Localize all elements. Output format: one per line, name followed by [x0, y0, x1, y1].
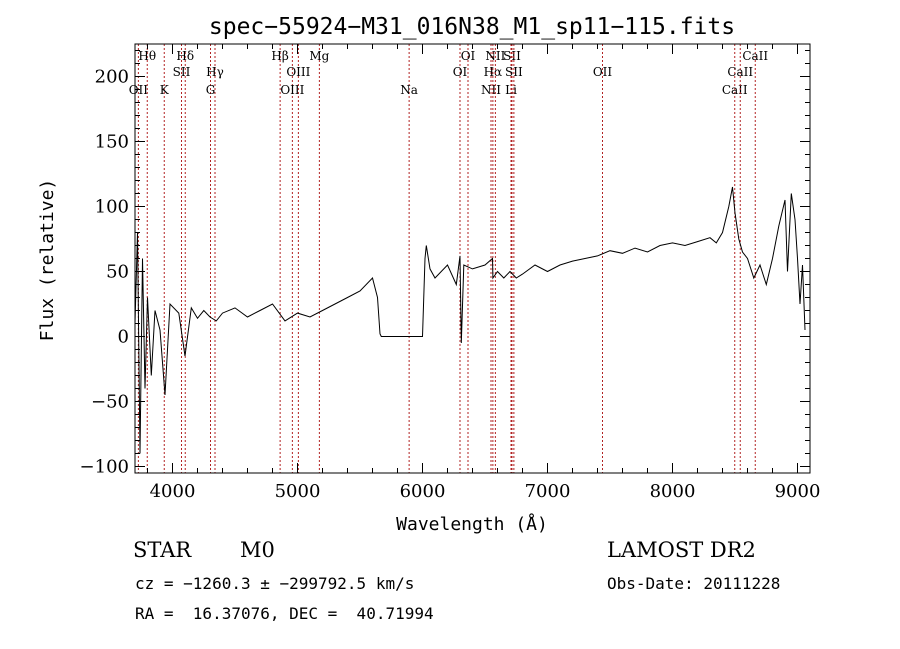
- x-tick-label: 5000: [275, 481, 321, 502]
- spectral-line-label: OI: [453, 65, 468, 79]
- spectral-line-label: CaII: [722, 83, 748, 97]
- spectral-line-label: Hθ: [138, 49, 156, 63]
- x-tick-label: 8000: [650, 481, 696, 502]
- x-tick-label: 7000: [525, 481, 571, 502]
- y-tick-label: 100: [95, 197, 129, 218]
- spectral-line-label: Li: [505, 83, 517, 97]
- spectral-line-label: Hγ: [206, 65, 224, 79]
- spectrum-chart: spec−55924−M31_016N38_M1_sp11−115.fits O…: [37, 14, 821, 535]
- x-axis-label: Wavelength (Å): [396, 513, 548, 535]
- spectral-line-label: CaII: [727, 65, 753, 79]
- cz-readout: cz = −1260.3 ± −299792.5 km/s: [135, 574, 415, 593]
- spectral-line-label: NII: [481, 83, 501, 97]
- ra-dec-readout: RA = 16.37076, DEC = 40.71994: [135, 604, 434, 623]
- spectral-line-label: NII: [485, 49, 505, 63]
- spectral-line-label: OI: [461, 49, 476, 63]
- spectral-line-label: OIII: [286, 65, 310, 79]
- y-tick-label: 50: [106, 262, 129, 283]
- spectral-line-label: SII: [505, 65, 523, 79]
- spectral-line-label: Na: [400, 83, 418, 97]
- y-axis: −100 −50 0 50 100 150 200: [80, 50, 810, 478]
- survey-label: LAMOST DR2: [607, 538, 756, 562]
- spectral-line-label: Hβ: [271, 49, 288, 63]
- spectral-line-label: G: [206, 83, 216, 97]
- spectrum-series-line: [134, 186, 806, 454]
- y-tick-label: −100: [80, 457, 129, 478]
- spectral-line-label: Hδ: [176, 49, 194, 63]
- spectral-line-label: SII: [503, 49, 521, 63]
- spectral-line-markers: OIIHθKSIIHδGHγHβOIIIOIIIMgNaOIOINIIHαNII…: [129, 44, 768, 473]
- spectral-line-label: OII: [593, 65, 613, 79]
- y-tick-label: −50: [91, 392, 129, 413]
- x-tick-label: 6000: [400, 481, 446, 502]
- spectral-line-label: CaII: [742, 49, 768, 63]
- x-axis: 4000 5000 6000 7000 8000 9000: [147, 44, 821, 502]
- subclass-label: M0: [240, 538, 275, 562]
- y-axis-label: Flux (relative): [37, 179, 58, 342]
- chart-title: spec−55924−M31_016N38_M1_sp11−115.fits: [209, 14, 735, 40]
- spectral-line-label: Hα: [484, 65, 503, 79]
- plot-frame: [134, 43, 811, 474]
- spectral-line-label: Mg: [309, 49, 329, 63]
- x-tick-label: 9000: [775, 481, 821, 502]
- spectral-line-label: OIII: [280, 83, 304, 97]
- y-tick-label: 200: [95, 67, 129, 88]
- obs-date-readout: Obs-Date: 20111228: [607, 574, 781, 593]
- class-label: STAR: [133, 538, 192, 562]
- x-tick-label: 4000: [150, 481, 196, 502]
- spectral-line-label: K: [160, 83, 170, 97]
- y-tick-label: 0: [118, 327, 129, 348]
- spectral-line-label: SII: [173, 65, 191, 79]
- y-tick-label: 150: [95, 132, 129, 153]
